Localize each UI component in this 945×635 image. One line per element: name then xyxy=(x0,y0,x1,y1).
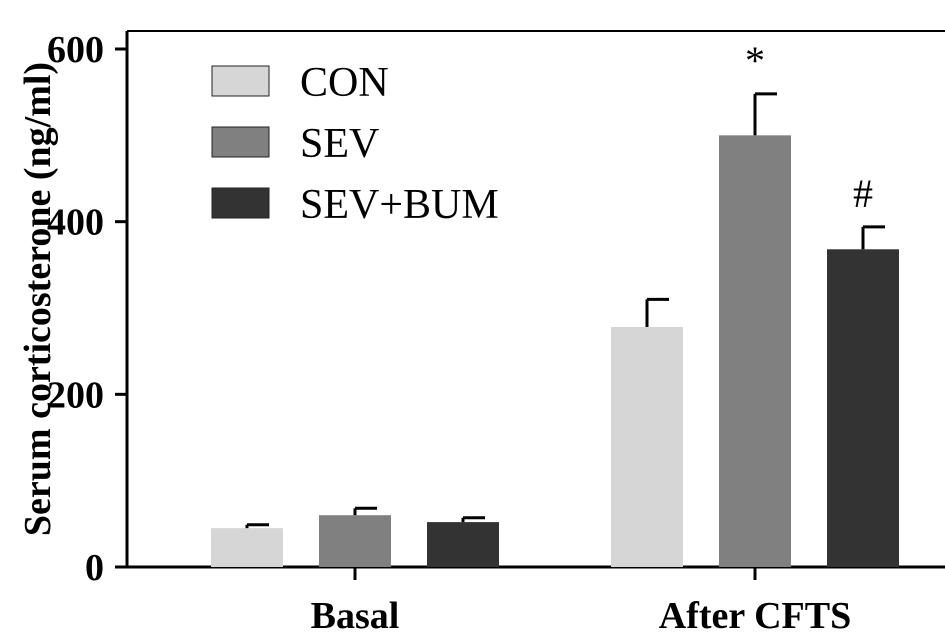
y-axis-title: Serum corticosterone (ng/ml) xyxy=(17,62,59,536)
bar-sev xyxy=(719,135,791,568)
legend: CON SEV SEV+BUM xyxy=(211,60,499,228)
x-category-label: After CFTS xyxy=(659,595,851,635)
y-tick-label: 600 xyxy=(47,29,104,71)
axes xyxy=(125,30,945,569)
bar-con xyxy=(611,326,683,567)
bar-sev-bum xyxy=(827,249,899,567)
bar-con xyxy=(211,528,283,567)
bar-sev-bum xyxy=(427,522,499,567)
legend-swatch xyxy=(211,126,270,158)
legend-label: SEV xyxy=(300,121,379,167)
y-ticks: 0 200 400 600 xyxy=(47,29,127,589)
legend-swatch xyxy=(211,65,270,97)
x-category-label: Basal xyxy=(311,595,400,635)
bar-sev xyxy=(319,515,391,567)
legend-label: SEV+BUM xyxy=(300,182,499,228)
bars: *# xyxy=(211,38,899,568)
x-ticks: Basal After CFTS xyxy=(311,567,851,635)
y-tick-label: 200 xyxy=(47,374,104,416)
legend-label: CON xyxy=(300,60,389,106)
significance-marker: * xyxy=(745,38,765,83)
y-tick-label: 400 xyxy=(47,202,104,244)
significance-marker: # xyxy=(853,171,873,216)
legend-swatch xyxy=(211,187,270,219)
y-tick-label: 0 xyxy=(85,547,104,589)
